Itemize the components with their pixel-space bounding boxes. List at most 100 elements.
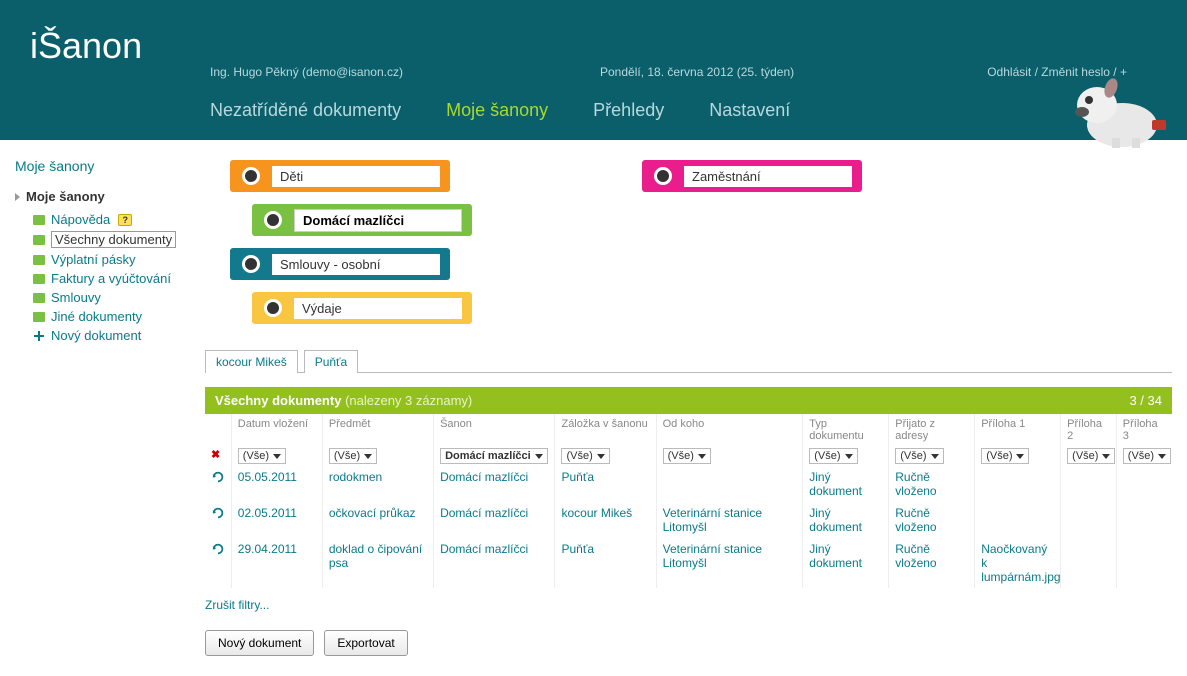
logout-link[interactable]: Odhlásit <box>987 65 1031 79</box>
nav-item[interactable]: Nezatříděné dokumenty <box>210 100 401 121</box>
caret-down-icon <box>1016 454 1024 459</box>
new-document-button[interactable]: Nový dokument <box>205 630 314 656</box>
folder-dot-icon <box>242 167 260 185</box>
cell-sanon: Domácí mazlíčci <box>434 502 555 538</box>
nav-item[interactable]: Nastavení <box>709 100 790 121</box>
row-action-icon[interactable] <box>211 506 225 520</box>
cell-date: 02.05.2011 <box>231 502 322 538</box>
cell-sanon: Domácí mazlíčci <box>434 538 555 588</box>
column-header[interactable]: Od koho <box>656 414 803 444</box>
main-nav: Nezatříděné dokumenty Moje šanony Přehledy… <box>210 100 790 121</box>
column-filter[interactable]: Domácí mazlíčci <box>440 448 548 464</box>
sidebar-item-label: Nový dokument <box>51 328 141 343</box>
folder-label: Výdaje <box>294 298 462 319</box>
folder-box[interactable]: Zaměstnání <box>642 160 862 192</box>
sidebar-item-label: Smlouvy <box>51 290 101 305</box>
folder-box[interactable]: Děti <box>230 160 450 192</box>
sidebar-item[interactable]: Jiné dokumenty <box>33 307 190 326</box>
caret-down-icon <box>364 454 372 459</box>
cell-sanon: Domácí mazlíčci <box>434 466 555 502</box>
caret-down-icon <box>1158 454 1166 459</box>
sidebar-item[interactable]: Faktury a vyúčtování <box>33 269 190 288</box>
folder-icon <box>33 312 45 322</box>
table-row[interactable]: 05.05.2011rodokmenDomácí mazlíčciPuňťaJi… <box>205 466 1172 502</box>
tree-root[interactable]: Moje šanony <box>15 189 190 204</box>
folder-dot-icon <box>264 211 282 229</box>
column-header[interactable]: Typ dokumentu <box>803 414 889 444</box>
export-button[interactable]: Exportovat <box>324 630 407 656</box>
cell-type: Jiný dokument <box>803 466 889 502</box>
column-filter[interactable]: (Vše) <box>1123 448 1171 464</box>
column-filter[interactable]: (Vše) <box>981 448 1029 464</box>
sidebar-item-label: Faktury a vyúčtování <box>51 271 171 286</box>
header-date: Pondělí, 18. června 2012 (25. týden) <box>600 65 794 79</box>
folder-box[interactable]: Výdaje <box>252 292 472 324</box>
column-header[interactable]: Šanon <box>434 414 555 444</box>
folder-label: Domácí mazlíčci <box>294 209 462 232</box>
sidebar-item[interactable]: Nový dokument <box>33 326 190 345</box>
column-filter[interactable]: (Vše) <box>663 448 711 464</box>
logo: iŠanon <box>30 25 142 67</box>
cell-date: 29.04.2011 <box>231 538 322 588</box>
tab[interactable]: kocour Mikeš <box>205 350 298 373</box>
tab[interactable]: Puňťa <box>304 350 359 373</box>
sidebar: Moje šanony Moje šanony Nápověda?Všechny… <box>0 140 205 676</box>
cell-addr: Ručně vloženo <box>889 538 975 588</box>
column-filter[interactable]: (Vše) <box>561 448 609 464</box>
plus-icon <box>33 330 45 342</box>
sidebar-item[interactable]: Nápověda? <box>33 210 190 229</box>
expand-arrow-icon <box>15 193 20 201</box>
sidebar-item[interactable]: Všechny dokumenty <box>33 229 190 250</box>
folder-dot-icon <box>264 299 282 317</box>
column-filter[interactable]: (Vše) <box>1067 448 1115 464</box>
column-filter[interactable]: (Vše) <box>238 448 286 464</box>
sidebar-item[interactable]: Smlouvy <box>33 288 190 307</box>
caret-down-icon <box>845 454 853 459</box>
cell-subject: očkovací průkaz <box>322 502 433 538</box>
folder-box[interactable]: Domácí mazlíčci <box>252 204 472 236</box>
column-header[interactable]: Příloha 1 <box>975 414 1061 444</box>
table-row[interactable]: 29.04.2011doklad o čipování psaDomácí ma… <box>205 538 1172 588</box>
folder-box[interactable]: Smlouvy - osobní <box>230 248 450 280</box>
caret-down-icon <box>273 454 281 459</box>
row-action-icon[interactable] <box>211 542 225 556</box>
folder-icon <box>33 293 45 303</box>
cell-subject: rodokmen <box>322 466 433 502</box>
cell-from: Veterinární stanice Litomyšl <box>656 502 803 538</box>
caret-down-icon <box>698 454 706 459</box>
folder-label: Smlouvy - osobní <box>272 254 440 275</box>
cell-attachment[interactable]: Naočkovaný k lumpárnám.jpg <box>975 538 1061 588</box>
column-header[interactable]: Předmět <box>322 414 433 444</box>
caret-down-icon <box>535 454 543 459</box>
column-filter[interactable]: (Vše) <box>329 448 377 464</box>
reset-filters-link[interactable]: Zrušit filtry... <box>205 598 1172 612</box>
column-filter[interactable]: (Vše) <box>895 448 943 464</box>
column-header[interactable]: Záložka v šanonu <box>555 414 656 444</box>
clear-filters-icon[interactable]: ✖ <box>211 448 227 461</box>
caret-down-icon <box>1102 454 1110 459</box>
grid-header: Všechny dokumenty (nalezeny 3 záznamy) 3… <box>205 387 1172 414</box>
table-row[interactable]: 02.05.2011očkovací průkazDomácí mazlíčci… <box>205 502 1172 538</box>
cell-addr: Ručně vloženo <box>889 502 975 538</box>
folder-icon <box>33 235 45 245</box>
nav-item[interactable]: Přehledy <box>593 100 664 121</box>
column-filter[interactable]: (Vše) <box>809 448 857 464</box>
folder-label: Děti <box>272 166 440 187</box>
mascot-image <box>1067 70 1177 150</box>
column-header[interactable]: Datum vložení <box>231 414 322 444</box>
sidebar-item-label: Nápověda <box>51 212 110 227</box>
nav-item[interactable]: Moje šanony <box>446 100 548 121</box>
column-header[interactable]: Příloha 3 <box>1116 414 1172 444</box>
row-action-icon[interactable] <box>211 470 225 484</box>
caret-down-icon <box>931 454 939 459</box>
caret-down-icon <box>597 454 605 459</box>
cell-addr: Ručně vloženo <box>889 466 975 502</box>
column-header[interactable]: Příloha 2 <box>1061 414 1117 444</box>
cell-from <box>656 466 803 502</box>
sidebar-item[interactable]: Výplatní pásky <box>33 250 190 269</box>
folder-icon <box>33 255 45 265</box>
app-header: iŠanon Ing. Hugo Pěkný (demo@isanon.cz) … <box>0 0 1187 140</box>
column-header[interactable]: Přijato z adresy <box>889 414 975 444</box>
folder-dot-icon <box>242 255 260 273</box>
cell-from: Veterinární stanice Litomyšl <box>656 538 803 588</box>
